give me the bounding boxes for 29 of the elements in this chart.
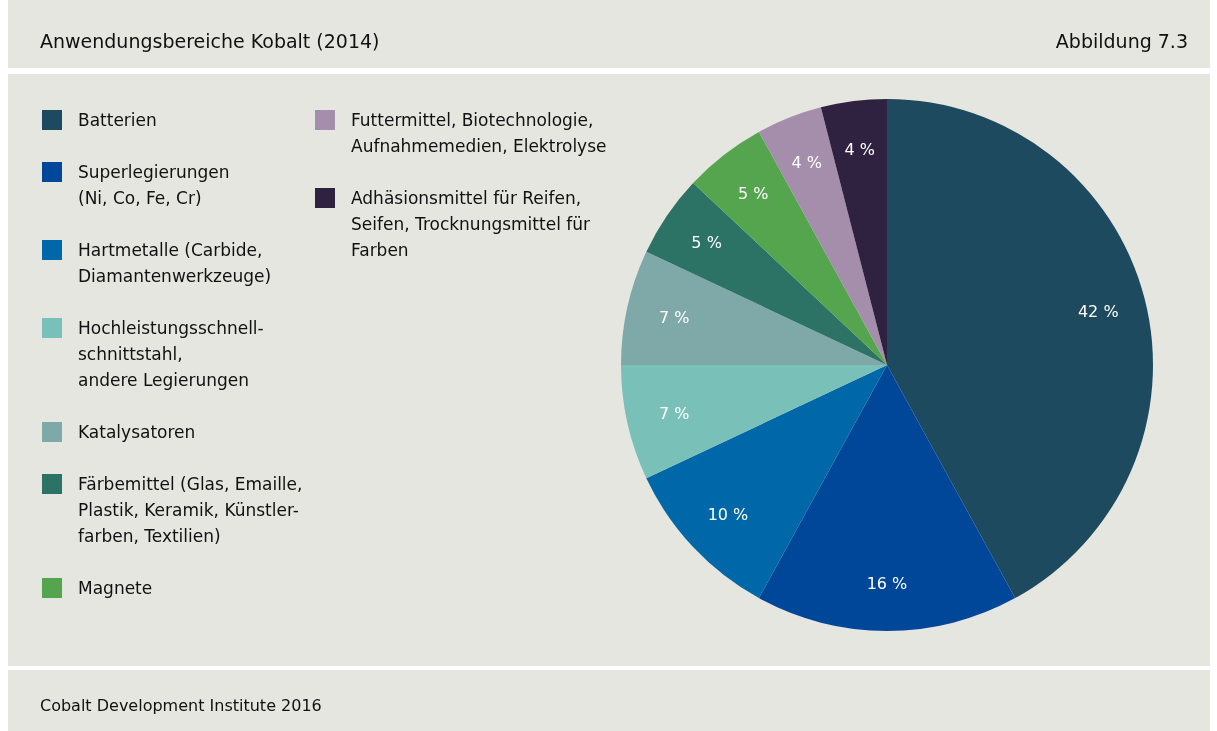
- chart-title: Anwendungsbereiche Kobalt (2014): [40, 30, 380, 52]
- data-label: 4 %: [844, 139, 875, 159]
- pie-slice: [621, 365, 887, 479]
- legend-label: Batterien: [78, 110, 157, 130]
- pie-slice: [646, 365, 887, 599]
- data-label: 4 %: [791, 153, 822, 173]
- pie-slice: [758, 365, 1016, 631]
- pie-slice: [693, 131, 887, 365]
- pie-slice: [646, 182, 887, 365]
- data-label: 7 %: [658, 308, 690, 328]
- data-label: 10 %: [707, 505, 749, 525]
- legend-label: Färbemittel (Glas, Emaille, Plastik, Keramik, Künstler- farben, Textilien): [78, 474, 303, 546]
- text: Cobalt Development Institute 2016: [40, 696, 322, 715]
- legend-label: Superlegierungen (Ni, Co, Fe, Cr): [78, 162, 230, 208]
- legend-label: Magnete: [78, 578, 153, 598]
- pie-slice: [621, 251, 887, 365]
- data-label: 5 %: [691, 233, 722, 253]
- data-label: 7 %: [658, 403, 690, 423]
- chart-subtitle: Abbildung 7.3: [1055, 30, 1188, 52]
- legend-label: Hochleistungsschnell- schnittstahl, andere Legierungen: [78, 318, 264, 390]
- data-label: 16 %: [866, 574, 908, 594]
- legend-label: Futtermittel, Biotechnologie, Aufnahmemedien, Elektrolyse: [351, 110, 607, 156]
- legend-label: Adhäsionsmittel für Reifen, Seifen, Trocknungsmittel für Farben: [351, 188, 591, 260]
- pie-slice: [820, 99, 887, 365]
- pie-slice: [887, 99, 1153, 599]
- legend-label: Hartmetalle (Carbide, Diamantenwerkzeuge): [78, 240, 272, 286]
- legend-label: Katalysatoren: [78, 422, 196, 442]
- data-label: 42 %: [1077, 301, 1119, 321]
- data-label: 5 %: [738, 183, 769, 203]
